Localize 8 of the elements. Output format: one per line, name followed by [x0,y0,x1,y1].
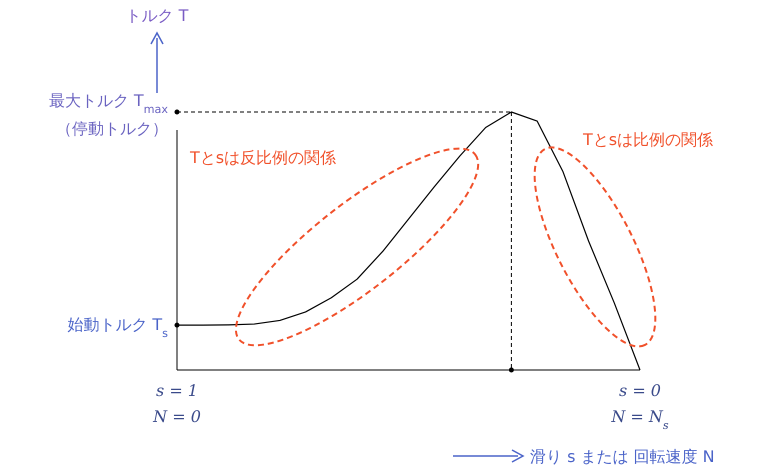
x-axis-title: 滑り s または 回転速度 N [530,447,715,466]
x-tick-label: s = 0 N = N$_{s}$ [610,381,669,432]
x-tick-label: s = 1 N = 0 [152,381,201,426]
annotation: Tとsは反比例の関係 [189,148,336,167]
text: トルク T [126,6,189,25]
annotation: Tとsは比例の関係 [582,130,714,149]
text: 最大トルク T$_{max}$ （停動トルク） [48,91,168,138]
text: 始動トルク T$_{s}$ [67,315,168,340]
